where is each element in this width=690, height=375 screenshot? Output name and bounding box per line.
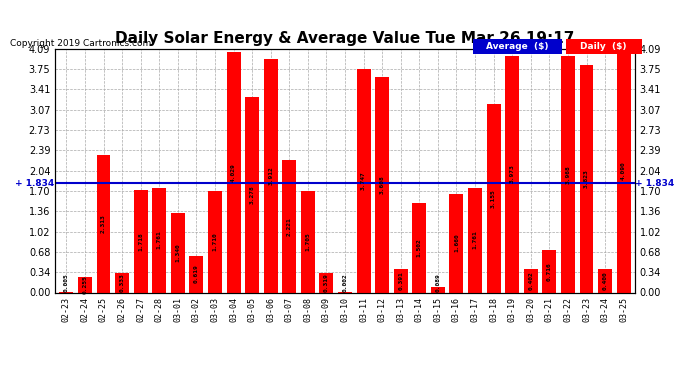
Text: 3.912: 3.912	[268, 166, 273, 185]
Text: 0.005: 0.005	[64, 273, 69, 292]
Text: 0.089: 0.089	[435, 273, 440, 292]
Bar	[505, 56, 519, 292]
Text: 0.402: 0.402	[529, 271, 533, 290]
Bar	[226, 53, 241, 292]
Bar	[375, 78, 389, 292]
Bar	[134, 190, 148, 292]
Bar	[394, 269, 408, 292]
Text: 1.761: 1.761	[473, 231, 477, 249]
Bar	[245, 97, 259, 292]
Text: 3.973: 3.973	[510, 165, 515, 183]
Text: Daily  ($): Daily ($)	[580, 42, 627, 51]
Bar	[264, 59, 277, 292]
Bar	[580, 64, 593, 292]
Text: 1.710: 1.710	[213, 232, 217, 251]
Bar	[561, 56, 575, 292]
Bar	[598, 268, 612, 292]
Bar	[171, 213, 185, 292]
Title: Daily Solar Energy & Average Value Tue Mar 26 19:17: Daily Solar Energy & Average Value Tue M…	[115, 31, 575, 46]
Text: 0.400: 0.400	[602, 271, 608, 290]
Bar	[301, 191, 315, 292]
Bar	[413, 203, 426, 292]
Bar	[486, 105, 500, 292]
Text: 3.968: 3.968	[565, 165, 571, 184]
Text: 1.340: 1.340	[175, 243, 180, 262]
Bar	[449, 194, 464, 292]
Bar	[617, 49, 631, 292]
Bar	[357, 69, 371, 292]
Text: 0.391: 0.391	[398, 272, 403, 290]
Text: 0.333: 0.333	[119, 273, 125, 292]
Text: 2.221: 2.221	[287, 217, 292, 236]
Bar	[115, 273, 129, 292]
Bar	[431, 287, 445, 292]
Text: 3.747: 3.747	[361, 171, 366, 190]
Text: 3.823: 3.823	[584, 169, 589, 188]
Text: 0.255: 0.255	[82, 276, 88, 294]
Text: + 1.834: + 1.834	[635, 179, 674, 188]
Text: Copyright 2019 Cartronics.com: Copyright 2019 Cartronics.com	[10, 39, 152, 48]
Text: 3.155: 3.155	[491, 189, 496, 208]
Text: 3.608: 3.608	[380, 176, 384, 194]
Bar	[97, 154, 110, 292]
Text: 3.278: 3.278	[250, 186, 255, 204]
Text: 1.660: 1.660	[454, 234, 459, 252]
Bar	[282, 160, 296, 292]
Bar	[190, 256, 204, 292]
Bar	[152, 188, 166, 292]
Text: 0.716: 0.716	[547, 262, 552, 280]
Text: 0.319: 0.319	[324, 274, 329, 292]
Text: 2.313: 2.313	[101, 214, 106, 233]
Text: 0.619: 0.619	[194, 265, 199, 284]
Bar	[524, 268, 538, 292]
Bar	[208, 190, 222, 292]
Bar	[542, 250, 556, 292]
Bar	[468, 188, 482, 292]
Bar	[78, 277, 92, 292]
Text: Average  ($): Average ($)	[486, 42, 549, 51]
Text: + 1.834: + 1.834	[15, 179, 55, 188]
Text: 1.705: 1.705	[306, 232, 310, 251]
Text: 1.718: 1.718	[138, 232, 143, 251]
Text: 1.502: 1.502	[417, 238, 422, 257]
Text: 0.002: 0.002	[342, 273, 348, 292]
Text: 1.761: 1.761	[157, 231, 161, 249]
Text: 4.090: 4.090	[621, 161, 626, 180]
Text: 4.029: 4.029	[231, 163, 236, 182]
Bar	[319, 273, 333, 292]
